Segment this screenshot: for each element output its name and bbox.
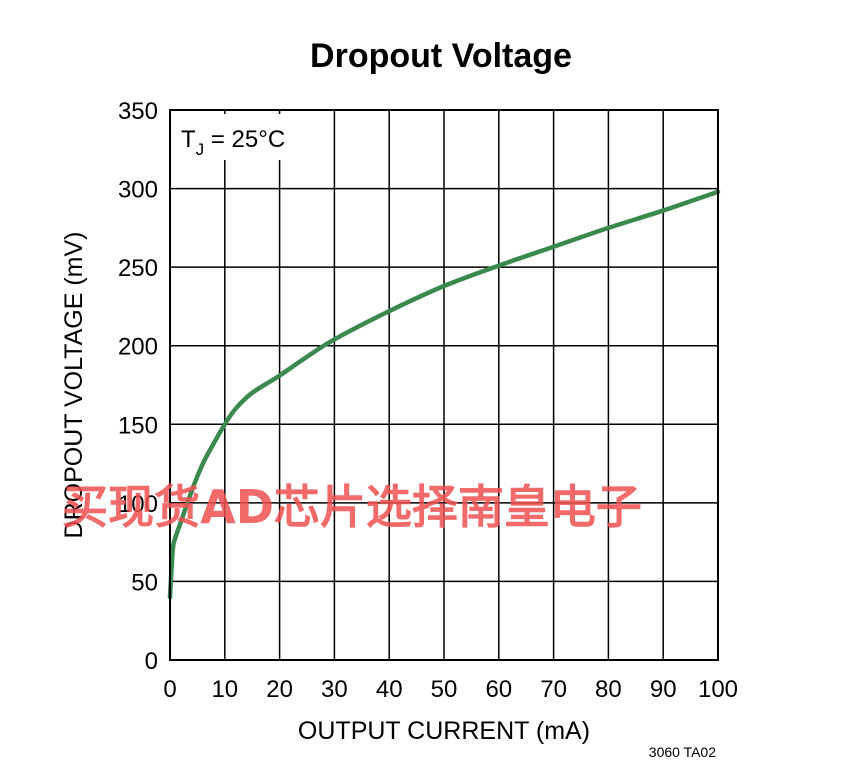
x-tick-40: 40 bbox=[376, 676, 403, 703]
y-tick-0: 0 bbox=[145, 648, 158, 675]
y-tick-250: 250 bbox=[118, 255, 158, 282]
condition-label-rest: = 25°C bbox=[204, 126, 285, 153]
y-tick-50: 50 bbox=[131, 569, 158, 596]
x-tick-labels: 0 10 20 30 40 50 60 70 80 90 100 bbox=[163, 676, 738, 703]
y-axis-label: DROPOUT VOLTAGE (mV) bbox=[60, 232, 88, 539]
figure-code: 3060 TA02 bbox=[649, 744, 716, 760]
condition-label-base: T bbox=[181, 126, 196, 153]
x-tick-50: 50 bbox=[431, 676, 458, 703]
x-tick-100: 100 bbox=[698, 676, 738, 703]
x-tick-10: 10 bbox=[211, 676, 238, 703]
x-axis-label: OUTPUT CURRENT (mA) bbox=[298, 717, 590, 745]
condition-label-subscript: J bbox=[196, 140, 205, 159]
y-tick-100: 100 bbox=[118, 491, 158, 518]
plot-frame bbox=[169, 109, 719, 661]
condition-label-box bbox=[171, 114, 306, 160]
condition-label: TJ = 25°C bbox=[181, 126, 285, 159]
grid-lines bbox=[170, 110, 718, 660]
watermark-text: 买现货AD芯片选择南皇电子 bbox=[62, 480, 642, 534]
x-tick-80: 80 bbox=[595, 676, 622, 703]
y-tick-200: 200 bbox=[118, 334, 158, 361]
chart-title: Dropout Voltage bbox=[310, 37, 572, 75]
x-tick-0: 0 bbox=[163, 676, 176, 703]
y-tick-150: 150 bbox=[118, 412, 158, 439]
y-tick-300: 300 bbox=[118, 177, 158, 204]
series-layer bbox=[167, 189, 721, 600]
x-tick-20: 20 bbox=[266, 676, 293, 703]
x-tick-60: 60 bbox=[485, 676, 512, 703]
x-tick-30: 30 bbox=[321, 676, 348, 703]
x-tick-70: 70 bbox=[540, 676, 567, 703]
y-tick-350: 350 bbox=[118, 98, 158, 125]
y-tick-labels: 0 50 100 150 200 250 300 350 bbox=[118, 98, 158, 675]
x-tick-90: 90 bbox=[650, 676, 677, 703]
series-line-0 bbox=[167, 189, 721, 600]
